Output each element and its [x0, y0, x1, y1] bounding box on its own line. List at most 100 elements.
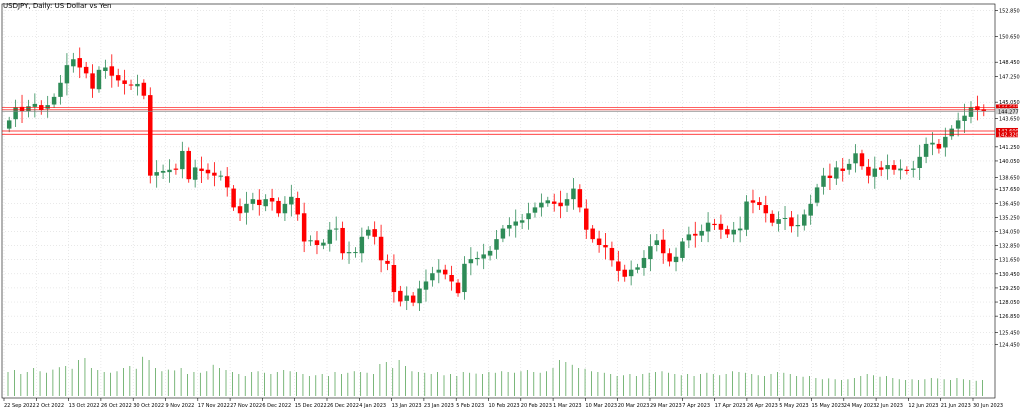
candle-bear: [115, 75, 121, 81]
current-price-box: [996, 108, 1018, 115]
candle-bull: [943, 136, 948, 148]
candle-bear: [750, 200, 756, 203]
x-tick-label: 4 Jan 2023: [359, 403, 386, 409]
candle-bull: [103, 67, 108, 72]
candle-bear: [276, 200, 281, 214]
candle-bear: [77, 58, 82, 68]
candle-bull: [45, 105, 50, 109]
candle-bear: [936, 143, 942, 149]
level-price-label: 142.320: [998, 132, 1019, 138]
candle-bull: [282, 203, 288, 214]
candle-bull: [475, 257, 480, 260]
candle-bull: [96, 69, 102, 90]
y-tick-label: 143.650: [999, 117, 1020, 123]
candle-bear: [205, 169, 211, 174]
candle-bear: [763, 205, 769, 214]
candle-bull: [507, 225, 512, 229]
candle-bull: [500, 228, 506, 239]
candle-bull: [308, 240, 313, 242]
candle-bull: [430, 273, 435, 281]
candle-bear: [148, 95, 153, 176]
x-tick-label: 10 Feb 2023: [489, 403, 520, 409]
candle-bear: [378, 236, 384, 261]
candle-bear: [904, 169, 910, 171]
candle-bull: [250, 199, 256, 204]
candle-bear: [212, 172, 217, 176]
candle-bull: [13, 107, 18, 120]
candle-bear: [693, 233, 698, 236]
candle-bull: [32, 103, 38, 107]
y-tick-label: 145.050: [999, 100, 1020, 106]
candle-bull: [462, 263, 467, 293]
volume-group: [7, 356, 983, 396]
candle-bear: [558, 202, 563, 207]
x-tick-label: 12 Jun 2023: [908, 403, 938, 409]
candle-bear: [455, 282, 461, 294]
y-tick-label: 125.450: [999, 331, 1020, 337]
candle-bull: [686, 234, 692, 241]
x-tick-label: 13 Jan 2023: [392, 403, 422, 409]
candle-bull: [917, 156, 922, 169]
candle-bear: [609, 247, 615, 261]
y-tick-label: 124.450: [999, 342, 1020, 348]
x-tick-label: 5 May 2023: [779, 403, 808, 409]
candle-bear: [757, 202, 762, 206]
x-tick-label: 26 Oct 2022: [101, 403, 132, 409]
candle-bull: [834, 167, 839, 179]
candle-bull: [58, 82, 63, 97]
x-tick-label: 27 Nov 2022: [230, 403, 262, 409]
y-tick-label: 128.050: [999, 300, 1020, 306]
candle-bull: [487, 250, 493, 256]
candle-bull: [776, 219, 781, 224]
candle-bear: [314, 240, 320, 246]
candle-bear: [975, 106, 980, 110]
candle-bear: [725, 229, 730, 235]
x-tick-label: 6 Dec 2022: [262, 403, 291, 409]
candle-bear: [398, 290, 403, 302]
candle-bear: [372, 229, 377, 237]
x-tick-label: 1 Mar 2023: [553, 403, 582, 409]
candle-bull: [423, 281, 429, 290]
y-tick-label: 134.050: [999, 229, 1020, 235]
x-tick-label: 22 Sep 2022: [4, 403, 36, 409]
candle-bear: [789, 217, 794, 227]
candle-bear: [891, 165, 897, 170]
x-tick-label: 26 Apr 2023: [747, 403, 778, 409]
candle-bull: [680, 241, 685, 258]
x-tick-label: 20 Mar 2023: [618, 403, 650, 409]
x-tick-label: 30 Oct 2022: [133, 403, 164, 409]
candle-bull: [167, 169, 172, 173]
candle-bull: [180, 150, 185, 170]
level-price-box: [996, 127, 1018, 134]
candle-bear: [859, 153, 865, 167]
candle-bull: [885, 165, 890, 170]
y-tick-label: 148.450: [999, 60, 1020, 66]
y-tick-label: 136.450: [999, 201, 1020, 207]
x-tick-label: 23 Jan 2023: [424, 403, 454, 409]
candle-bull: [366, 229, 371, 236]
candle-bull: [481, 254, 486, 259]
candle-bull: [731, 229, 736, 235]
x-tick-label: 15 Dec 2022: [295, 403, 327, 409]
candle-bear: [122, 80, 127, 84]
y-tick-label: 147.250: [999, 74, 1020, 80]
candle-bull: [911, 168, 916, 170]
candle-bear: [257, 199, 262, 206]
candle-bear: [866, 166, 871, 176]
candle-bear: [718, 223, 724, 230]
candles-group: [6, 47, 987, 311]
x-tick-label: 2 Jun 2023: [876, 403, 903, 409]
candle-bull: [346, 252, 352, 254]
y-tick-label: 141.250: [999, 145, 1020, 151]
candle-bull: [872, 168, 878, 177]
x-tick-label: 5 Feb 2023: [456, 403, 484, 409]
candle-bear: [551, 201, 557, 204]
candle-bull: [635, 267, 640, 270]
candle-bull: [923, 143, 929, 157]
x-tick-label: 26 Dec 2022: [327, 403, 359, 409]
candle-bear: [301, 213, 307, 242]
candle-bear: [449, 274, 454, 282]
candle-bear: [596, 238, 602, 246]
x-tick-label: 9 Nov 2022: [166, 403, 195, 409]
